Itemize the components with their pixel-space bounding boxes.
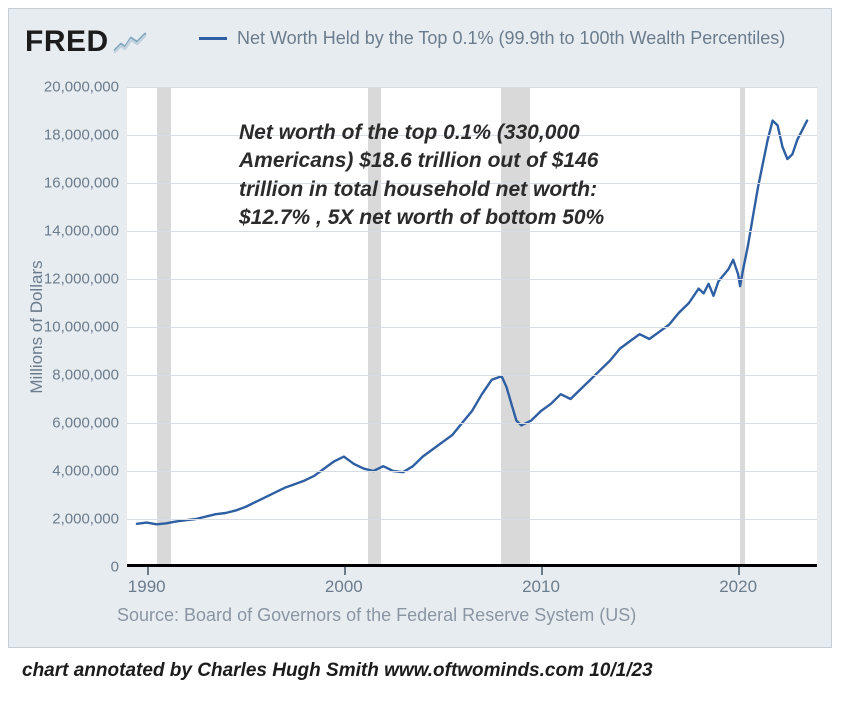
gridline [127, 423, 817, 424]
legend-label: Net Worth Held by the Top 0.1% (99.9th t… [237, 27, 785, 50]
annotation-text: Net worth of the top 0.1% (330,000 Ameri… [239, 119, 659, 232]
y-tick-label: 18,000,000 [29, 127, 119, 144]
x-tick [344, 567, 346, 575]
x-tick [738, 567, 740, 575]
gridline [127, 279, 817, 280]
y-tick-label: 16,000,000 [29, 175, 119, 192]
fred-chart-icon [113, 30, 147, 54]
legend-swatch [199, 37, 227, 40]
y-tick-label: 20,000,000 [29, 79, 119, 96]
x-tick-label: 1990 [128, 577, 166, 597]
y-axis-title: Millions of Dollars [27, 260, 47, 393]
gridline [127, 327, 817, 328]
source-text: Source: Board of Governors of the Federa… [117, 605, 636, 626]
x-tick-label: 2010 [522, 577, 560, 597]
legend: Net Worth Held by the Top 0.1% (99.9th t… [199, 27, 811, 50]
y-tick-label: 6,000,000 [29, 415, 119, 432]
gridline [127, 375, 817, 376]
y-tick-label: 0 [29, 559, 119, 576]
fred-logo-text: FRED [25, 25, 109, 59]
y-tick-label: 14,000,000 [29, 223, 119, 240]
gridline [127, 87, 817, 88]
chart-header: FRED Net Worth Held by the Top 0.1% (99.… [19, 19, 821, 79]
x-tick [147, 567, 149, 575]
x-tick-label: 2020 [719, 577, 757, 597]
chart-panel: FRED Net Worth Held by the Top 0.1% (99.… [8, 8, 832, 648]
footer-credit: chart annotated by Charles Hugh Smith ww… [22, 660, 653, 682]
y-tick-label: 2,000,000 [29, 511, 119, 528]
gridline [127, 519, 817, 520]
y-tick-label: 4,000,000 [29, 463, 119, 480]
x-tick [541, 567, 543, 575]
gridline [127, 471, 817, 472]
x-tick-label: 2000 [325, 577, 363, 597]
fred-logo: FRED [25, 25, 147, 59]
